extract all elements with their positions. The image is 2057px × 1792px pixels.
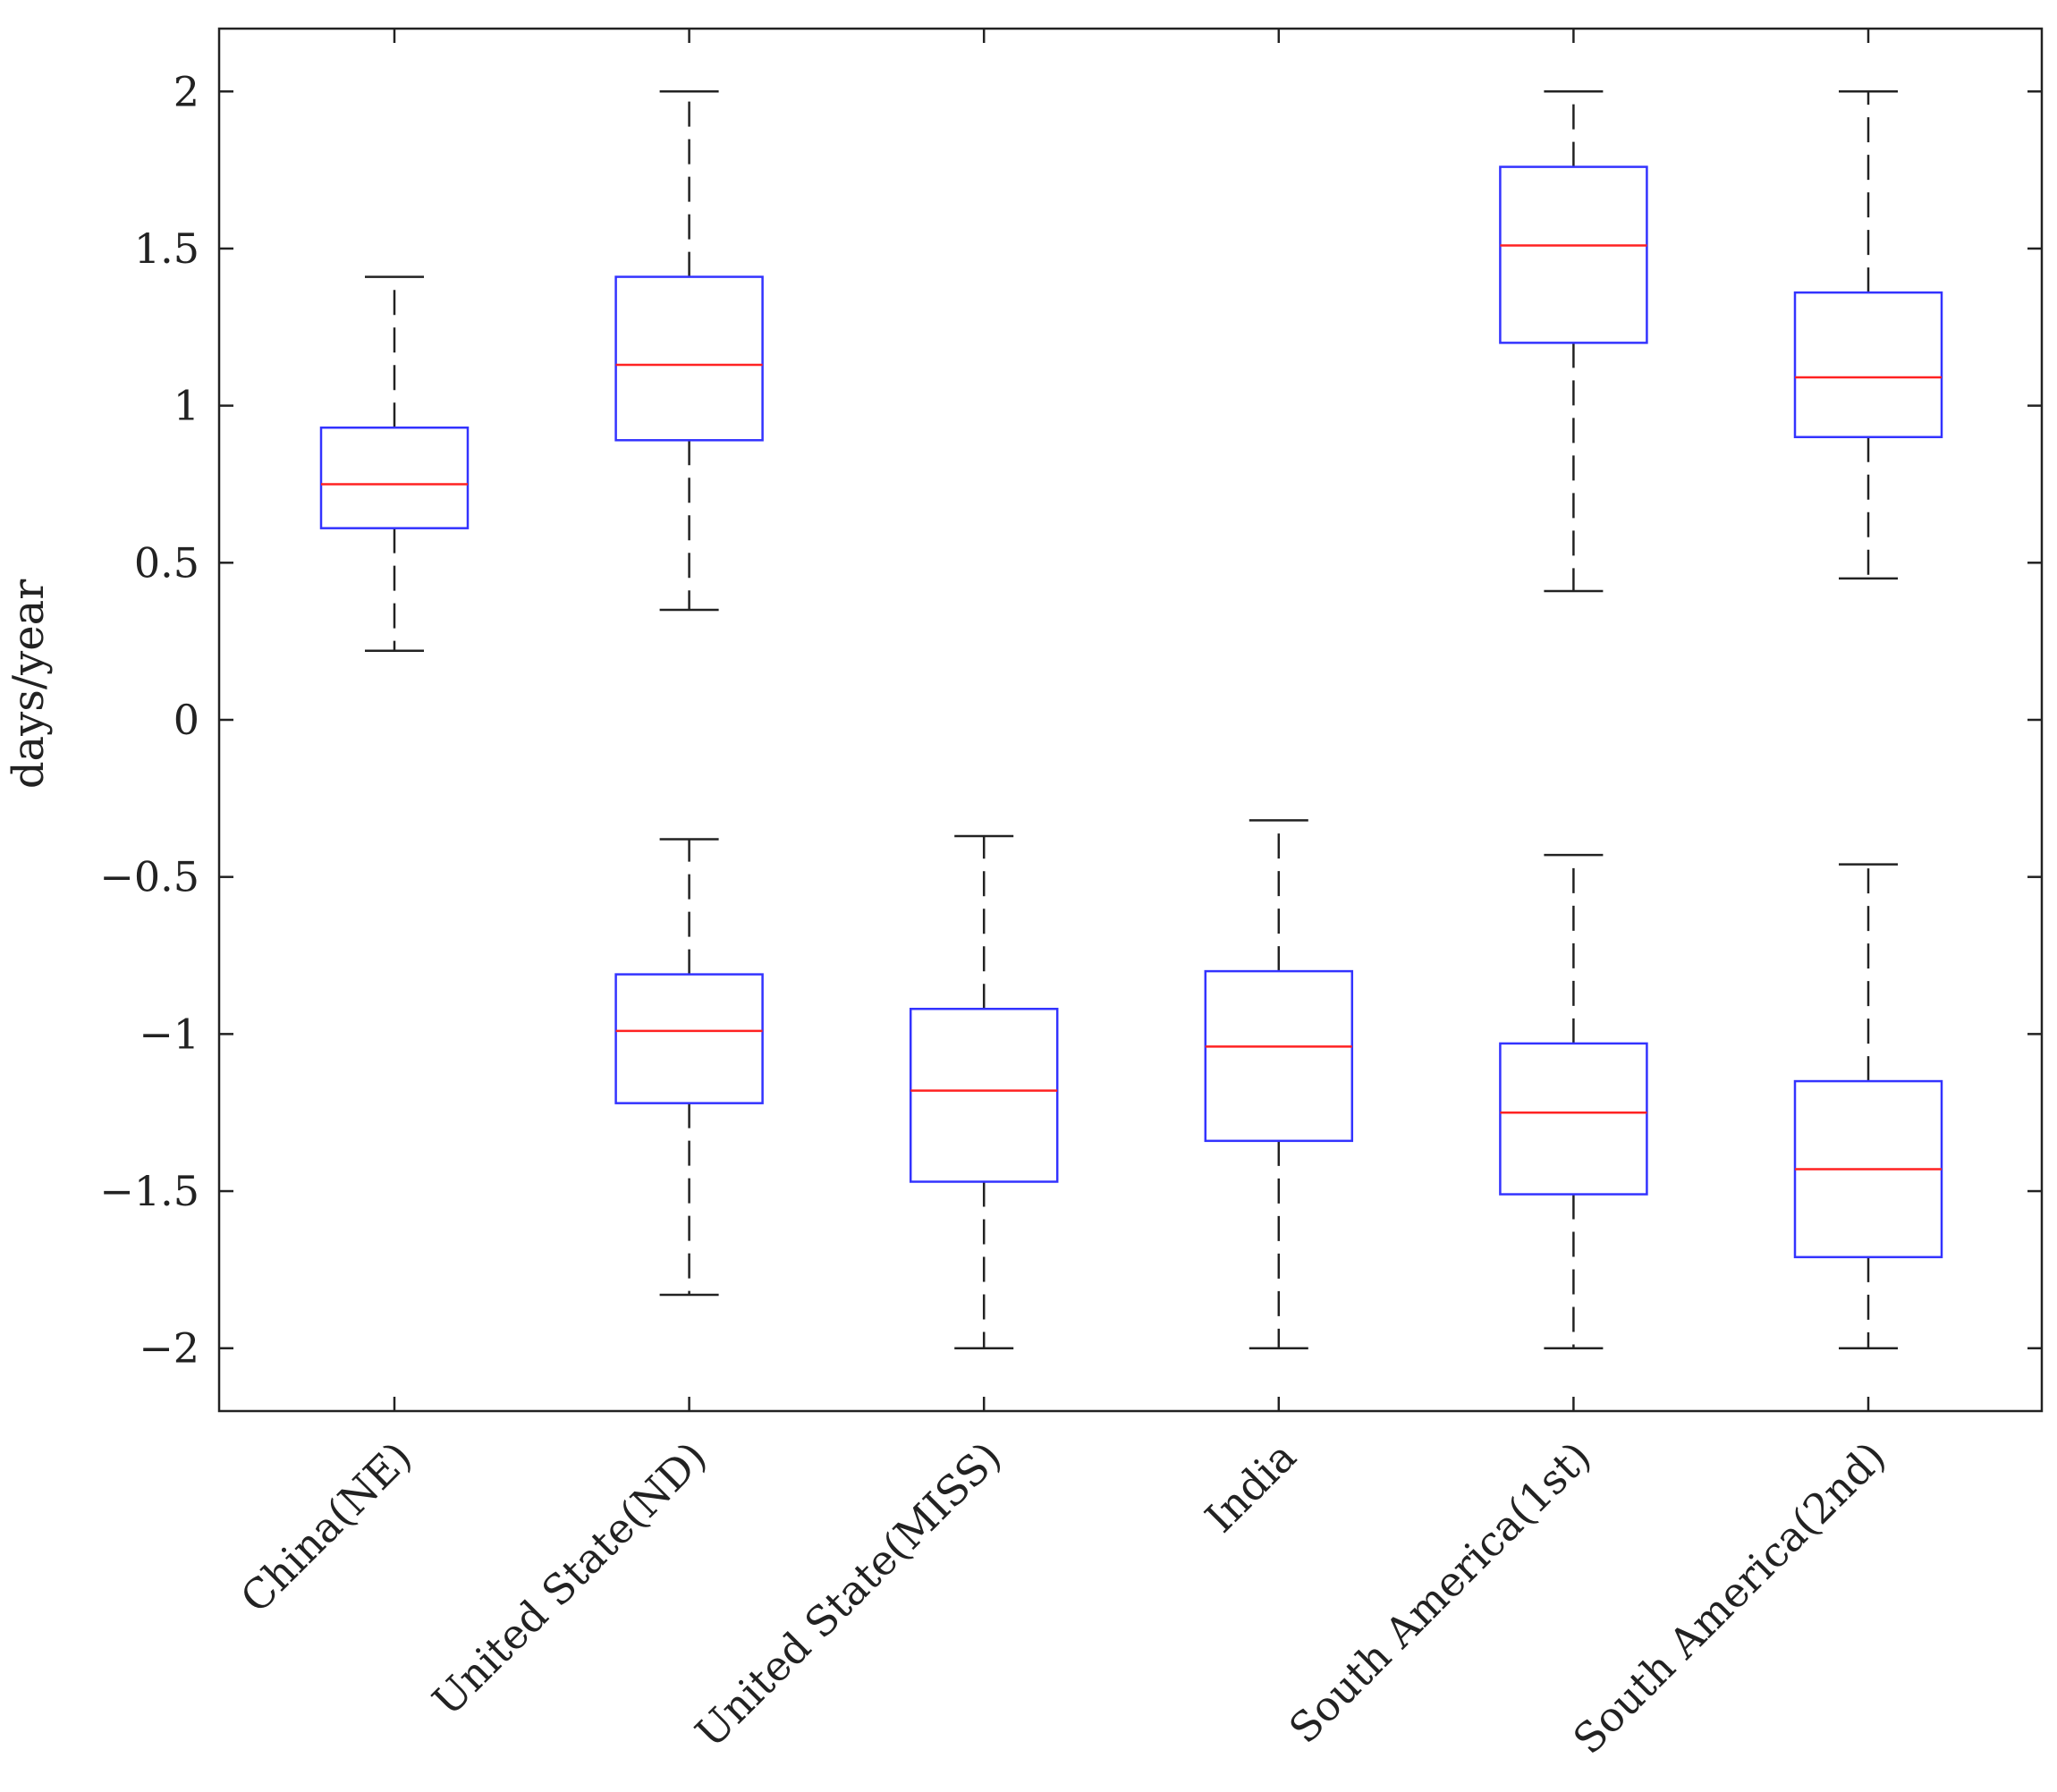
y-tick-label: 0 xyxy=(174,696,199,744)
x-category-label: United State(ND) xyxy=(423,1433,715,1725)
y-tick-label: 2 xyxy=(174,67,199,115)
iqr-box xyxy=(909,1008,1059,1183)
iqr-box xyxy=(1204,969,1354,1143)
y-tick-label: 1.5 xyxy=(134,224,199,273)
box-group xyxy=(1499,853,1648,1349)
iqr-box xyxy=(1499,165,1648,344)
x-category-label: South America(1st) xyxy=(1280,1433,1600,1753)
box-group xyxy=(909,834,1059,1349)
box-group xyxy=(1499,90,1648,593)
y-tick-label: −0.5 xyxy=(99,853,199,901)
x-category-label: China(NE) xyxy=(231,1433,420,1622)
plot-area xyxy=(217,27,2044,1413)
box-group xyxy=(319,275,470,652)
y-tick-label: 1 xyxy=(174,382,199,430)
y-axis: 2 1.5 1 0.5 0 −0.5 −1 −1.5 −2 xyxy=(99,67,2042,1373)
iqr-box xyxy=(1499,1042,1648,1196)
y-tick-label: 0.5 xyxy=(134,538,199,587)
iqr-box xyxy=(614,973,764,1104)
box-group xyxy=(614,90,764,612)
box-group xyxy=(1793,90,1943,580)
iqr-box xyxy=(319,426,470,529)
box-group xyxy=(1204,819,1354,1349)
box-group xyxy=(1793,863,1943,1349)
box-series xyxy=(319,90,1943,1349)
x-category-label: India xyxy=(1196,1433,1306,1543)
y-tick-label: −1 xyxy=(139,1010,199,1058)
x-category-label: United State(MISS) xyxy=(686,1433,1011,1757)
y-tick-label: −1.5 xyxy=(99,1167,199,1215)
plot-border xyxy=(217,27,2044,1413)
y-axis-label: days/year xyxy=(4,579,54,789)
x-category-label: South America(2nd) xyxy=(1563,1433,1894,1763)
iqr-box xyxy=(614,275,764,442)
box-group xyxy=(614,838,764,1297)
iqr-box xyxy=(1793,291,1943,439)
y-tick-label: −2 xyxy=(139,1324,199,1373)
